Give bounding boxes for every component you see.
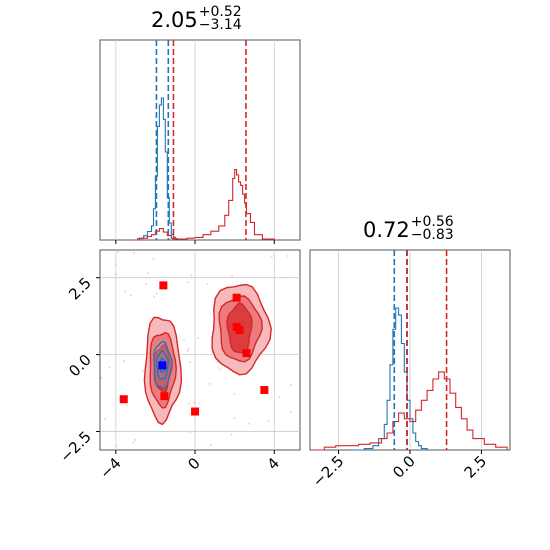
- sample-dot: [197, 336, 200, 339]
- ticks-hist-param2: −2.5 0.0 2.5: [309, 450, 490, 491]
- scatter-x-tick-label: 4: [264, 454, 283, 473]
- sample-dot: [216, 366, 219, 369]
- sample-dot: [230, 433, 233, 436]
- sample-dot: [211, 351, 214, 354]
- sample-dot: [116, 250, 119, 253]
- red-square-marker: [232, 293, 241, 302]
- sample-dot: [198, 401, 201, 404]
- sample-dot: [182, 338, 185, 341]
- sample-dot: [124, 290, 127, 293]
- red-square-marker: [160, 392, 169, 401]
- sample-dot: [206, 282, 209, 285]
- sample-dot: [270, 255, 273, 258]
- scatter-y-tick-label: 0.0: [65, 351, 95, 381]
- sample-dot: [278, 396, 281, 399]
- sample-dot: [187, 347, 190, 350]
- grid-hist-param1: [115, 40, 275, 240]
- sample-dot: [123, 360, 126, 363]
- sample-dot: [153, 295, 156, 298]
- h2-red-histogram: [312, 371, 508, 451]
- red-square-marker: [191, 407, 200, 416]
- title-param1: 2.05 +0.52 −3.14: [151, 4, 242, 34]
- sample-dot: [290, 411, 293, 414]
- title-param1-plus: +0.52: [198, 4, 242, 20]
- sample-dot: [186, 281, 189, 284]
- sample-dot: [231, 275, 234, 278]
- sample-dot: [284, 276, 287, 279]
- sample-dot: [115, 444, 118, 447]
- sample-dot: [247, 422, 250, 425]
- sample-dot: [132, 441, 135, 444]
- sample-dot: [114, 263, 117, 266]
- title-param2-minus: −0.83: [410, 227, 454, 243]
- sample-dot: [186, 349, 189, 352]
- ticks-hist-param1: [115, 240, 275, 244]
- sample-dot: [108, 366, 111, 369]
- sample-dot: [193, 401, 196, 404]
- sample-dot: [267, 419, 270, 422]
- scatter-y-tick-label: 2.5: [65, 274, 95, 304]
- sample-dot: [114, 273, 117, 276]
- sample-dot: [103, 418, 106, 421]
- sample-dot: [100, 377, 103, 380]
- title-param2: 0.72 +0.56 −0.83: [363, 214, 454, 244]
- density-contours: [143, 283, 272, 426]
- red-square-marker: [242, 349, 251, 358]
- title-param2-median: 0.72: [363, 218, 410, 242]
- markers: [119, 281, 269, 416]
- scatter-y-tick-label: −2.5: [56, 428, 94, 466]
- red-square-marker: [159, 281, 168, 290]
- sample-dot: [190, 274, 193, 277]
- sample-dot: [134, 438, 137, 441]
- red-square-marker: [260, 386, 269, 394]
- h1-blue-histogram: [131, 97, 178, 241]
- histograms-param2: [312, 307, 508, 451]
- sample-dot: [216, 360, 219, 363]
- sample-dot: [189, 361, 192, 364]
- quantile-lines-param1: [155, 40, 247, 240]
- red-square-marker: [119, 395, 128, 404]
- sample-dot: [133, 251, 136, 254]
- scatter-x-tick-label: 0: [184, 454, 203, 473]
- sample-dot: [286, 255, 289, 258]
- sample-dot: [155, 292, 158, 295]
- sample-dot: [188, 402, 191, 405]
- sample-dot: [152, 257, 155, 260]
- sample-dot: [209, 444, 212, 447]
- h2-x-tick-label: 0.0: [389, 452, 419, 482]
- panel-scatter: −4 0 4 2.5 0.0 −2.5: [56, 249, 301, 482]
- sample-dot: [290, 384, 293, 387]
- grid-scatter: [100, 250, 300, 450]
- scatter-x-tick-label: −4: [96, 454, 124, 482]
- red-square-marker: [235, 326, 244, 334]
- h2-blue-histogram: [352, 307, 428, 451]
- sample-dot: [129, 294, 132, 297]
- quantile-lines-param2: [393, 250, 448, 450]
- blue-square-marker: [158, 361, 167, 370]
- sample-dot: [233, 392, 236, 395]
- title-param2-plus: +0.56: [410, 214, 454, 230]
- title-param1-median: 2.05: [151, 8, 198, 32]
- h2-x-tick-label: 2.5: [461, 452, 491, 482]
- sample-dot: [126, 404, 129, 407]
- title-param1-minus: −3.14: [198, 17, 242, 33]
- sample-dot: [233, 417, 236, 420]
- sample-dot: [144, 282, 147, 285]
- sample-dot: [146, 272, 149, 275]
- sample-dot: [189, 430, 192, 433]
- sample-dot: [208, 382, 211, 385]
- h2-x-tick-label: −2.5: [309, 452, 347, 490]
- panel-hist-param2: −2.5 0.0 2.5: [309, 249, 511, 491]
- sample-dot: [142, 370, 145, 373]
- sample-dot: [219, 368, 222, 371]
- panel-hist-param1: [99, 39, 301, 244]
